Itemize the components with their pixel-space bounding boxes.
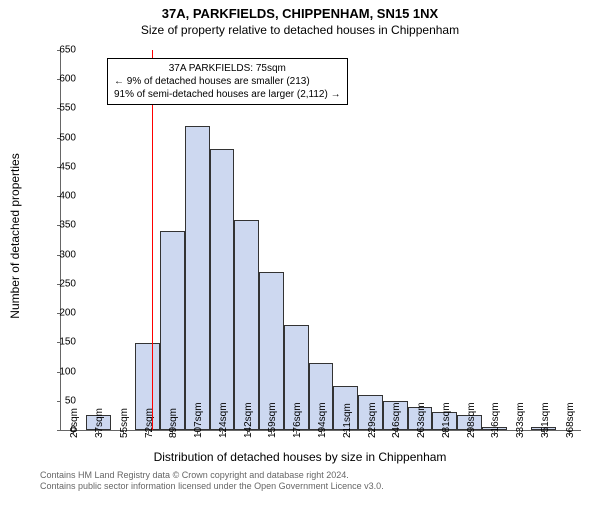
x-tick-label: 20sqm	[69, 408, 80, 438]
histogram-bar	[210, 149, 235, 430]
x-axis-label: Distribution of detached houses by size …	[0, 450, 600, 464]
annotation-line3: 91% of semi-detached houses are larger (…	[114, 88, 341, 101]
plot-area: 37A PARKFIELDS: 75sqm ← 9% of detached h…	[60, 50, 581, 431]
x-tick-label: 281sqm	[441, 402, 452, 438]
x-tick-label: 368sqm	[565, 402, 576, 438]
y-tick-label: 450	[46, 161, 76, 172]
y-tick-label: 400	[46, 191, 76, 202]
y-tick-label: 100	[46, 366, 76, 377]
x-tick-label: 211sqm	[342, 403, 353, 438]
x-tick-label: 142sqm	[243, 402, 254, 438]
y-tick-label: 250	[46, 278, 76, 289]
histogram-bar	[160, 231, 185, 430]
x-tick-label: 246sqm	[391, 402, 402, 438]
x-tick-label: 37sqm	[94, 408, 105, 438]
x-tick-label: 263sqm	[416, 402, 427, 438]
y-tick-label: 350	[46, 220, 76, 231]
x-tick-label: 351sqm	[540, 402, 551, 438]
footer: Contains HM Land Registry data © Crown c…	[40, 470, 384, 492]
y-tick-label: 550	[46, 103, 76, 114]
y-axis-label: Number of detached properties	[8, 153, 22, 318]
y-tick-label: 300	[46, 249, 76, 260]
y-tick-label: 600	[46, 74, 76, 85]
x-tick-label: 89sqm	[168, 408, 179, 438]
x-tick-label: 107sqm	[193, 402, 204, 438]
x-tick-label: 176sqm	[292, 402, 303, 438]
x-tick-label: 298sqm	[466, 402, 477, 438]
y-tick-label: 150	[46, 337, 76, 348]
footer-line1: Contains HM Land Registry data © Crown c…	[40, 470, 384, 481]
y-tick-label: 50	[46, 395, 76, 406]
annotation-line1: 37A PARKFIELDS: 75sqm	[114, 62, 341, 75]
title-sub: Size of property relative to detached ho…	[0, 23, 600, 37]
histogram-bar	[185, 126, 210, 430]
title-main: 37A, PARKFIELDS, CHIPPENHAM, SN15 1NX	[0, 6, 600, 21]
annotation-box: 37A PARKFIELDS: 75sqm ← 9% of detached h…	[107, 58, 348, 105]
histogram-bar	[234, 220, 259, 430]
y-tick-label: 650	[46, 45, 76, 56]
x-tick-label: 194sqm	[317, 402, 328, 438]
x-tick-label: 229sqm	[367, 402, 378, 438]
x-tick-label: 159sqm	[267, 402, 278, 438]
x-tick-label: 316sqm	[490, 402, 501, 438]
x-tick-label: 55sqm	[119, 408, 130, 438]
reference-line	[152, 50, 153, 430]
x-tick-label: 333sqm	[515, 402, 526, 438]
y-tick-label: 500	[46, 132, 76, 143]
footer-line2: Contains public sector information licen…	[40, 481, 384, 492]
x-tick-label: 124sqm	[218, 402, 229, 438]
annotation-line2: ← 9% of detached houses are smaller (213…	[114, 75, 341, 88]
y-tick-label: 200	[46, 308, 76, 319]
